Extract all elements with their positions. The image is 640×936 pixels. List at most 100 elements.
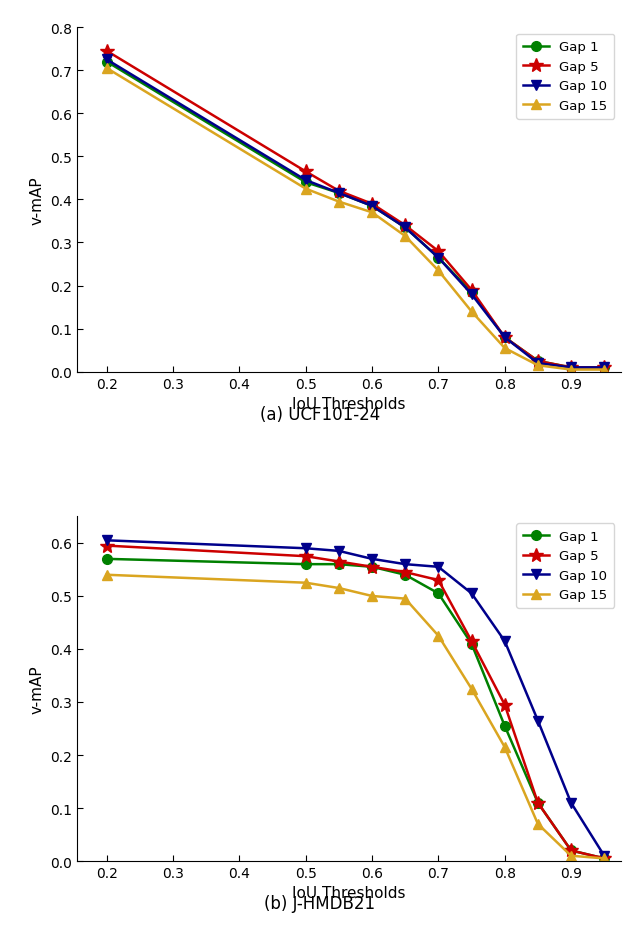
Gap 15 xyxy=(335,583,342,594)
Gap 5 xyxy=(368,198,376,210)
Gap 5 xyxy=(567,362,575,373)
Gap 5 xyxy=(103,540,111,551)
Line: Gap 5: Gap 5 xyxy=(100,539,611,866)
Gap 15 xyxy=(435,631,442,642)
Gap 1 xyxy=(600,362,608,373)
Y-axis label: v-mAP: v-mAP xyxy=(29,176,44,225)
Gap 5 xyxy=(435,575,442,586)
Gap 15 xyxy=(600,364,608,375)
Line: Gap 10: Gap 10 xyxy=(102,536,609,861)
Gap 1 xyxy=(534,356,541,367)
Gap 15 xyxy=(103,569,111,580)
Legend: Gap 1, Gap 5, Gap 10, Gap 15: Gap 1, Gap 5, Gap 10, Gap 15 xyxy=(516,35,614,120)
Gap 1 xyxy=(401,569,409,580)
Gap 15 xyxy=(103,64,111,75)
Gap 10 xyxy=(368,553,376,564)
Gap 5 xyxy=(302,167,310,178)
Line: Gap 1: Gap 1 xyxy=(102,58,609,373)
Gap 15 xyxy=(435,266,442,277)
Gap 1 xyxy=(501,332,509,344)
Gap 5 xyxy=(567,845,575,856)
Gap 1 xyxy=(468,287,476,299)
X-axis label: IoU Thresholds: IoU Thresholds xyxy=(292,397,406,412)
Gap 5 xyxy=(468,636,476,647)
Gap 5 xyxy=(368,562,376,573)
Gap 1 xyxy=(468,638,476,650)
Gap 10 xyxy=(567,797,575,809)
Gap 5 xyxy=(435,246,442,257)
Gap 10 xyxy=(302,175,310,186)
Gap 1 xyxy=(302,559,310,570)
Gap 15 xyxy=(501,741,509,753)
Gap 1 xyxy=(368,201,376,212)
Gap 10 xyxy=(501,332,509,344)
Gap 15 xyxy=(567,364,575,375)
Line: Gap 15: Gap 15 xyxy=(102,570,609,863)
Gap 15 xyxy=(302,183,310,195)
Gap 10 xyxy=(468,588,476,599)
Gap 10 xyxy=(302,543,310,554)
Gap 15 xyxy=(302,578,310,589)
Legend: Gap 1, Gap 5, Gap 10, Gap 15: Gap 1, Gap 5, Gap 10, Gap 15 xyxy=(516,523,614,608)
Text: (b) J-HMDB21: (b) J-HMDB21 xyxy=(264,894,376,912)
Gap 5 xyxy=(501,332,509,344)
Gap 1 xyxy=(103,553,111,564)
Gap 5 xyxy=(401,220,409,231)
Gap 5 xyxy=(534,356,541,367)
Gap 10 xyxy=(534,715,541,726)
Gap 10 xyxy=(103,535,111,547)
Gap 5 xyxy=(600,853,608,864)
Gap 10 xyxy=(435,253,442,264)
Gap 1 xyxy=(103,57,111,68)
Gap 1 xyxy=(368,562,376,573)
Gap 15 xyxy=(567,850,575,861)
Gap 10 xyxy=(468,289,476,300)
Gap 15 xyxy=(401,231,409,242)
Gap 1 xyxy=(335,559,342,570)
Gap 15 xyxy=(501,343,509,354)
Gap 15 xyxy=(468,683,476,695)
Gap 5 xyxy=(600,362,608,373)
Gap 10 xyxy=(600,850,608,861)
Gap 10 xyxy=(103,54,111,66)
Gap 15 xyxy=(335,197,342,208)
Gap 1 xyxy=(534,797,541,809)
Gap 10 xyxy=(401,223,409,234)
Gap 10 xyxy=(335,188,342,199)
Gap 5 xyxy=(501,699,509,710)
Gap 10 xyxy=(600,362,608,373)
Gap 15 xyxy=(368,208,376,219)
Gap 5 xyxy=(103,46,111,57)
Line: Gap 1: Gap 1 xyxy=(102,554,609,863)
Gap 1 xyxy=(401,223,409,234)
Gap 5 xyxy=(401,567,409,578)
Gap 5 xyxy=(335,556,342,567)
Gap 15 xyxy=(368,591,376,602)
Gap 10 xyxy=(501,636,509,647)
Gap 1 xyxy=(567,362,575,373)
Line: Gap 5: Gap 5 xyxy=(100,45,611,375)
Gap 15 xyxy=(401,593,409,605)
Gap 5 xyxy=(302,551,310,563)
Gap 1 xyxy=(501,721,509,732)
Gap 1 xyxy=(567,845,575,856)
Gap 1 xyxy=(335,188,342,199)
Gap 15 xyxy=(534,818,541,829)
Gap 5 xyxy=(534,797,541,809)
Gap 15 xyxy=(600,853,608,864)
Gap 1 xyxy=(302,177,310,188)
X-axis label: IoU Thresholds: IoU Thresholds xyxy=(292,885,406,900)
Gap 5 xyxy=(468,285,476,296)
Gap 1 xyxy=(435,253,442,264)
Gap 10 xyxy=(534,358,541,370)
Y-axis label: v-mAP: v-mAP xyxy=(29,665,44,713)
Gap 10 xyxy=(567,362,575,373)
Gap 1 xyxy=(435,588,442,599)
Gap 1 xyxy=(600,853,608,864)
Gap 5 xyxy=(335,186,342,197)
Line: Gap 10: Gap 10 xyxy=(102,55,609,373)
Text: (a) UCF101-24: (a) UCF101-24 xyxy=(260,405,380,423)
Line: Gap 15: Gap 15 xyxy=(102,64,609,375)
Gap 10 xyxy=(368,201,376,212)
Gap 15 xyxy=(468,306,476,317)
